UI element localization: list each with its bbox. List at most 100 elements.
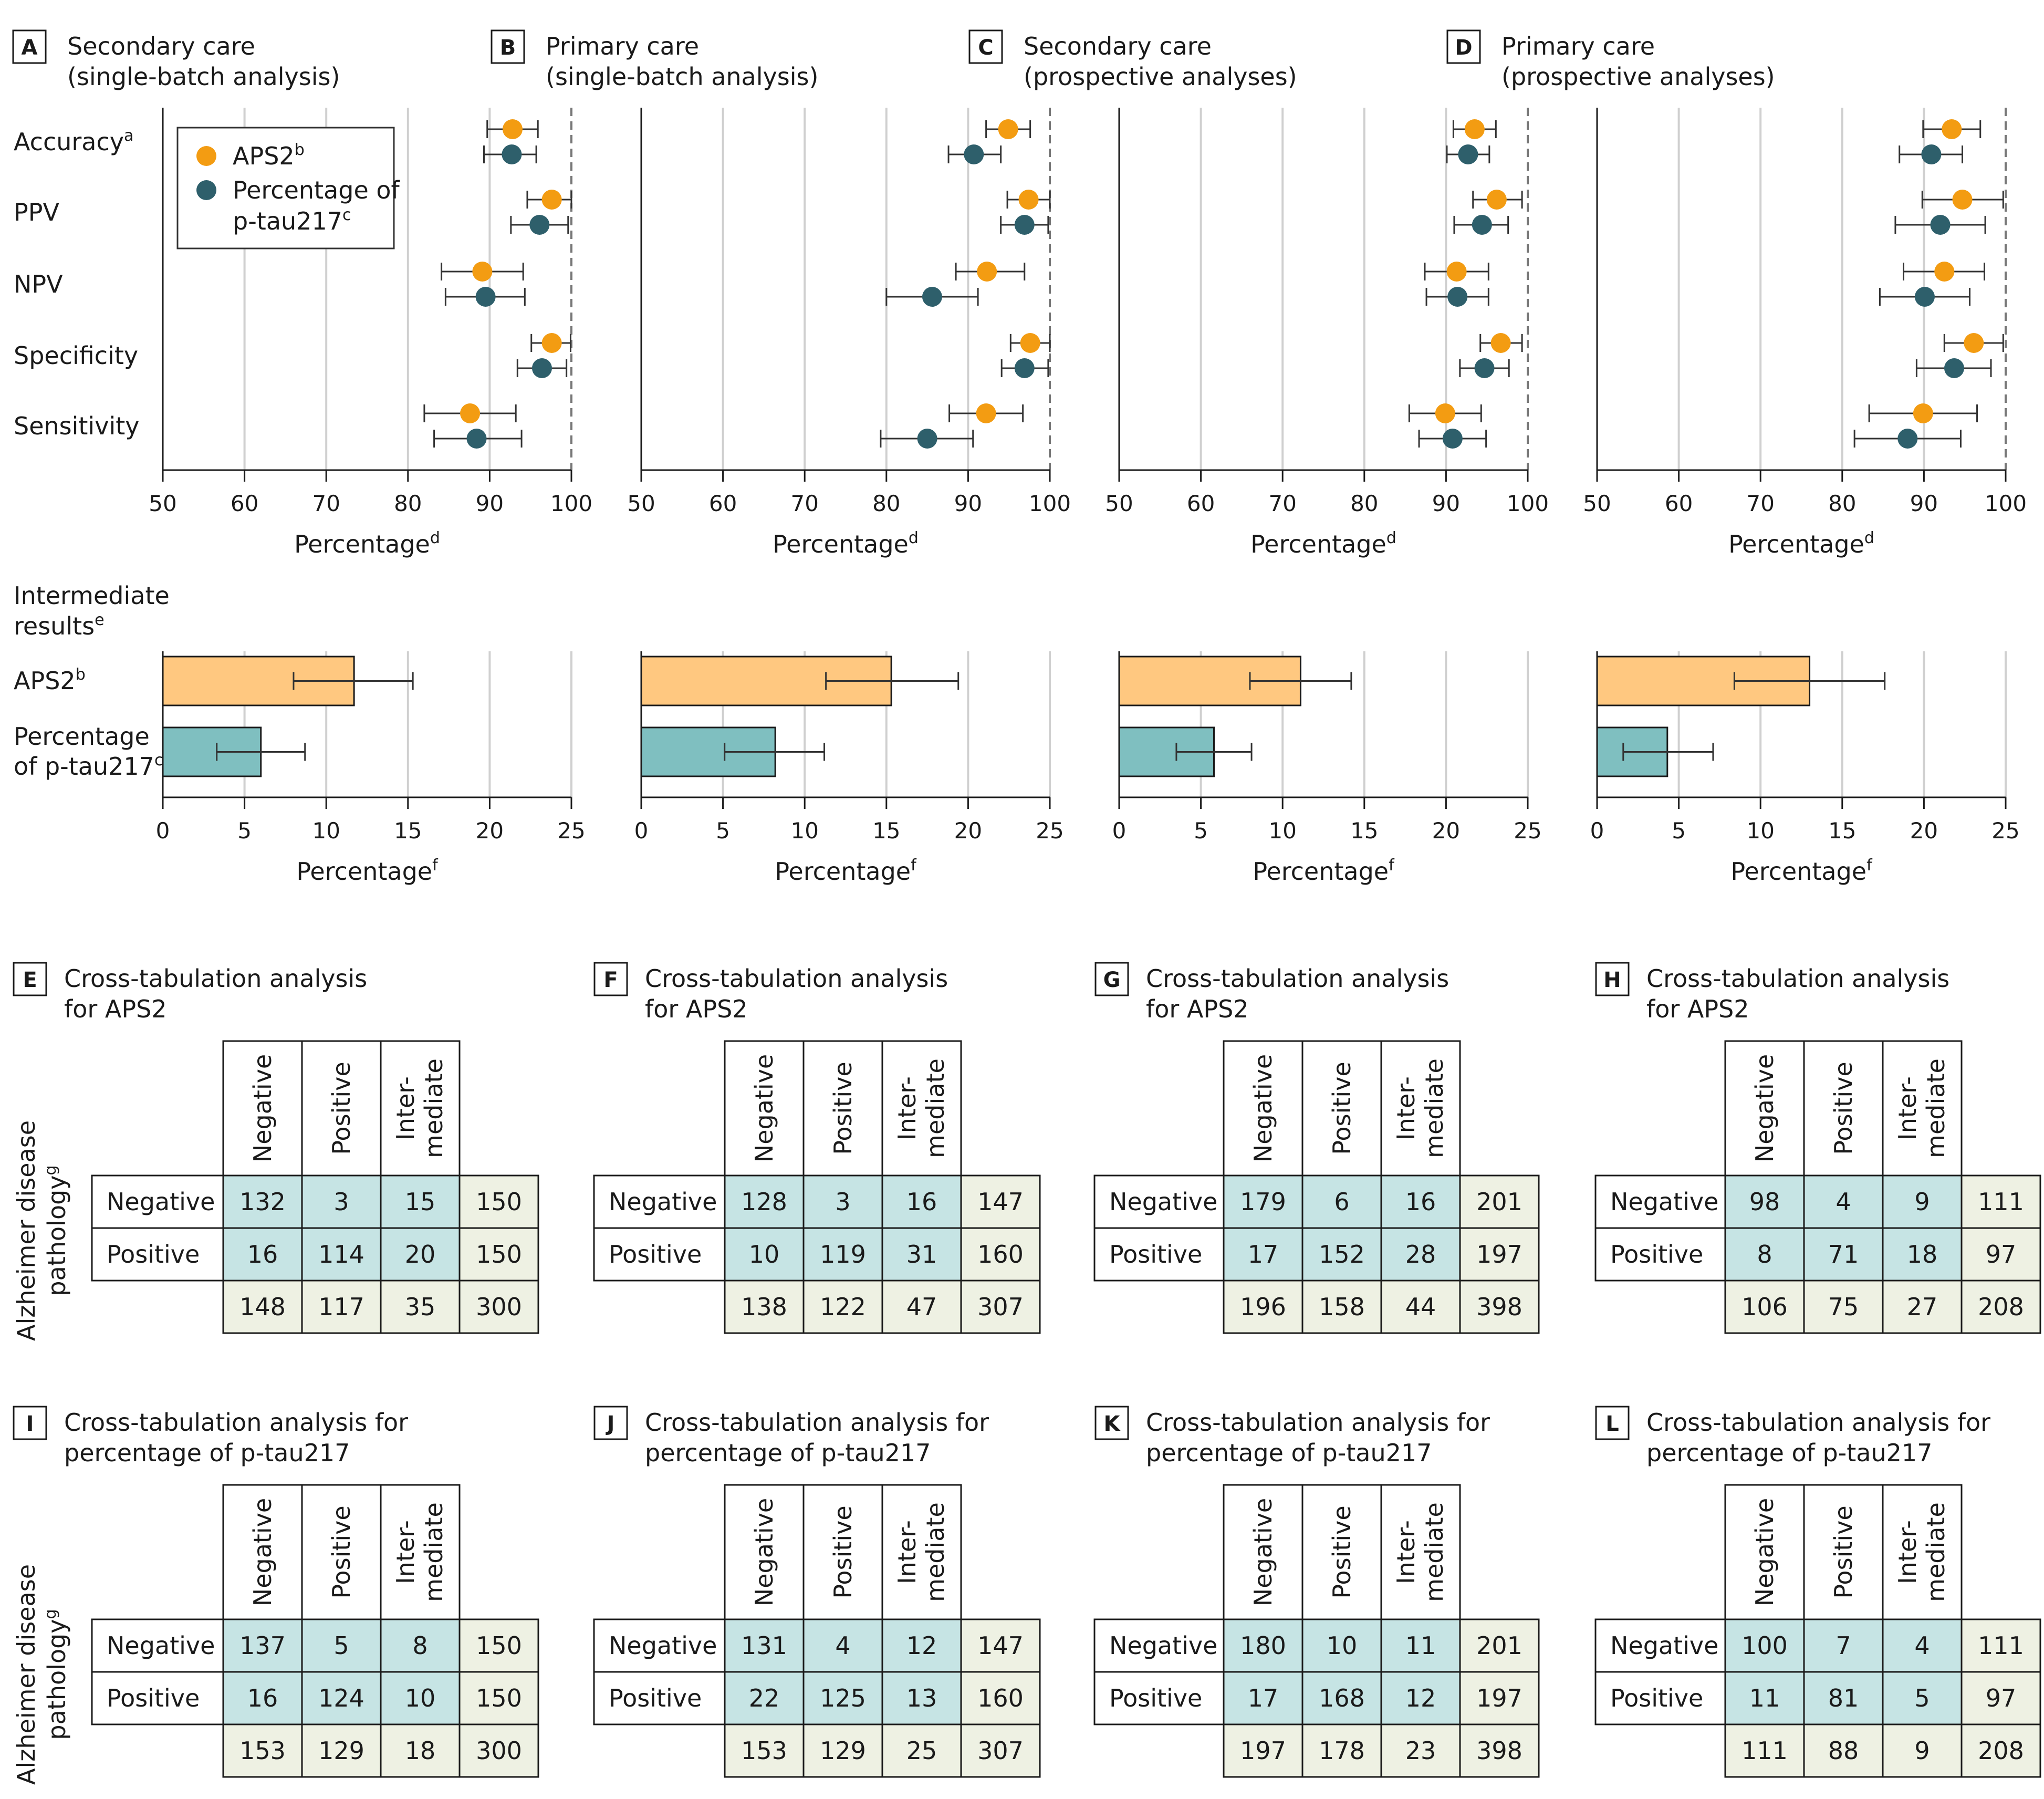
table-cell-value: 160 [977, 1684, 1024, 1712]
total-cell [458, 1618, 539, 1673]
table-cell-value: 128 [741, 1188, 787, 1216]
total-cell [1223, 1280, 1303, 1334]
x-tick-label: 70 [312, 491, 340, 516]
legend-ptau-label-2: p-tau217c [233, 206, 351, 235]
table-cell [881, 1618, 962, 1673]
aps2-point [976, 403, 996, 423]
column-header: Negative [1750, 1054, 1779, 1162]
table-cell-value: 12 [1405, 1684, 1436, 1712]
table-cell-value: 3 [835, 1188, 850, 1216]
x-tick-label: 10 [790, 818, 818, 844]
ptau-point [1930, 215, 1951, 235]
legend-ptau-label-2-main: p-tau217 [233, 207, 342, 235]
aps2-point [1942, 119, 1962, 139]
x-axis-title: Percentagef [1253, 856, 1395, 886]
metric-label-main: PPV [14, 198, 59, 226]
column-header-cell [380, 1040, 461, 1177]
table-cell-value: 300 [476, 1736, 522, 1765]
legend-ptau-marker [196, 180, 216, 200]
y-title-main-2: pathology [43, 1175, 71, 1296]
ptau-point [1014, 358, 1035, 378]
column-header: Negative [750, 1054, 778, 1162]
metric-label-main: Specificity [14, 341, 138, 370]
ptau-point [1472, 215, 1492, 235]
table-cell [1803, 1671, 1884, 1725]
table-cell [1803, 1174, 1884, 1229]
x-axis-title: Percentagef [775, 856, 917, 886]
total-cell [724, 1280, 805, 1334]
column-header: Inter- [1392, 1520, 1420, 1584]
table-cell-value: 137 [239, 1631, 286, 1660]
row-header-cell [593, 1618, 726, 1673]
table-cell-value: 13 [906, 1684, 937, 1712]
x-tick-label: 25 [1514, 818, 1541, 844]
table-cell [1724, 1227, 1805, 1282]
y-title-sup: g [41, 1609, 60, 1619]
row-header: Negative [107, 1631, 215, 1660]
table-L: L Cross-tabulation analysis forpercentage… [1594, 1406, 2041, 1778]
panel-title: Primary care [546, 32, 699, 60]
table-cell-value: 111 [1741, 1736, 1788, 1765]
x-axis-title-main: Percentage [775, 857, 911, 886]
panel-letter: E [23, 968, 37, 992]
row-header: Negative [1109, 1631, 1217, 1660]
table-cell [1301, 1174, 1382, 1229]
table-cell-value: 111 [1978, 1188, 2024, 1216]
row-header-cell [91, 1618, 224, 1673]
column-header-cell [1301, 1484, 1382, 1620]
x-axis-title-sup: f [1866, 856, 1873, 875]
x-tick-label: 5 [1194, 818, 1208, 844]
table-cell-value: 208 [1978, 1293, 2024, 1321]
column-header: mediate [1922, 1502, 1950, 1602]
table-cell-value: 178 [1319, 1736, 1365, 1765]
x-axis-title-sup: d [909, 529, 919, 547]
aps2-point [1018, 190, 1039, 210]
table-cell [802, 1227, 883, 1282]
panel-letter: F [603, 968, 618, 992]
column-header: mediate [420, 1502, 448, 1602]
row-header: Positive [609, 1240, 702, 1268]
x-tick-label: 20 [1432, 818, 1460, 844]
ptau-point [475, 287, 496, 307]
table-cell-value: 16 [1405, 1188, 1436, 1216]
column-header-cell [1882, 1484, 1963, 1620]
column-header: Inter- [1392, 1076, 1420, 1140]
x-tick-label: 80 [872, 491, 900, 516]
column-header: Negative [1750, 1498, 1779, 1606]
total-cell [458, 1227, 539, 1282]
panel-letter-box [12, 29, 47, 64]
aps2-point [977, 262, 997, 282]
table-cell-value: 138 [741, 1293, 787, 1321]
row-header: Negative [1610, 1188, 1718, 1216]
column-header-cell [1380, 1484, 1461, 1620]
column-header: Negative [1249, 1054, 1277, 1162]
total-cell [1960, 1227, 2041, 1282]
table-title: Cross-tabulation analysis for [645, 1408, 989, 1437]
table-cell-value: 147 [977, 1188, 1024, 1216]
panel-D: D Primary care(prospective analyses)50 60 7… [1446, 29, 2027, 886]
panel-subtitle: (prospective analyses) [1024, 63, 1297, 91]
total-cell [380, 1280, 461, 1334]
aps2-point [502, 119, 523, 139]
table-cell-value: 35 [405, 1293, 436, 1321]
x-tick-label: 15 [872, 818, 900, 844]
ptau-point [1014, 215, 1035, 235]
column-header: Inter- [1893, 1076, 1922, 1140]
table-cell-value: 8 [412, 1631, 427, 1660]
table-cell-value: 398 [1476, 1736, 1522, 1765]
row-header: Positive [1109, 1684, 1202, 1712]
table-title: Cross-tabulation analysis [645, 964, 948, 993]
column-header: Positive [829, 1062, 857, 1155]
row-header-cell [593, 1671, 726, 1725]
aps2-point [472, 262, 493, 282]
y-title-main-2: pathology [43, 1619, 71, 1740]
table-cell-value: 148 [239, 1293, 286, 1321]
total-cell [1803, 1280, 1884, 1334]
aps2-point [1934, 262, 1955, 282]
row-header-cell [1594, 1671, 1726, 1725]
row-header: Positive [609, 1684, 702, 1712]
metric-label: Specificity [14, 341, 138, 370]
panel-letter-box [1094, 962, 1129, 996]
table-cell-value: 122 [820, 1293, 866, 1321]
